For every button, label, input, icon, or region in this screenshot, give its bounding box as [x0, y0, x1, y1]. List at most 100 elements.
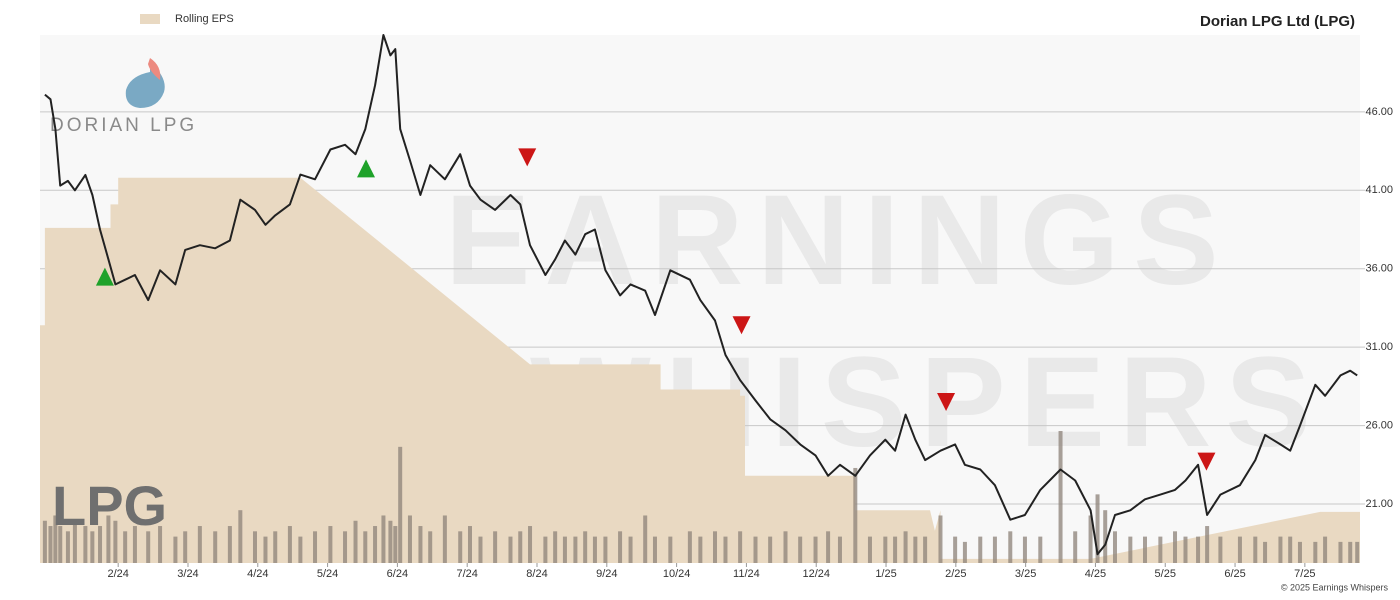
eps-area [40, 177, 1360, 563]
volume-bar [1158, 536, 1163, 563]
volume-bar [738, 531, 743, 563]
volume-bar [583, 531, 588, 563]
x-tick-label: 7/24 [456, 568, 477, 580]
ticker-badge: LPG [52, 474, 167, 537]
volume-bar [146, 531, 151, 563]
volume-bar [227, 526, 232, 563]
volume-bar [723, 536, 728, 563]
volume-bar [353, 520, 358, 563]
volume-bar [713, 531, 718, 563]
x-tick-label: 9/24 [596, 568, 617, 580]
volume-bar [913, 536, 918, 563]
volume-bar [398, 446, 403, 563]
volume-bar [893, 536, 898, 563]
x-tick-label: 3/25 [1015, 568, 1036, 580]
volume-bar [938, 515, 943, 563]
footer: © 2025 Earnings Whispers [1281, 582, 1389, 592]
earnings-marker [1197, 452, 1216, 471]
volume-bar [923, 536, 928, 563]
volume-bar [768, 536, 773, 563]
volume-bar [837, 536, 842, 563]
volume-bar [867, 536, 872, 563]
volume-bar [1058, 431, 1063, 563]
volume-bar [313, 531, 318, 563]
y-tick-label: 26.00 [1365, 419, 1393, 431]
volume-bar [1278, 536, 1283, 563]
volume-bar [826, 531, 831, 563]
y-tick-label: 41.00 [1365, 184, 1393, 196]
logo: DORIAN LPG [50, 58, 197, 136]
volume-bar [962, 541, 967, 563]
volume-bar [1355, 541, 1360, 563]
volume-bar [418, 526, 423, 563]
volume-bar [197, 526, 202, 563]
volume-bar [106, 515, 111, 563]
volume-bar [1237, 536, 1242, 563]
volume-bar [618, 531, 623, 563]
volume-bar [1323, 536, 1328, 563]
volume-bar [798, 536, 803, 563]
volume-bar [458, 531, 463, 563]
volume-bar [407, 515, 412, 563]
volume-bar [1173, 531, 1178, 563]
volume-bar [1288, 536, 1293, 563]
volume-bar [853, 467, 858, 563]
volume-bar [48, 526, 53, 563]
y-tick-label: 31.00 [1365, 341, 1393, 353]
volume-bar [90, 531, 95, 563]
legend-swatch [140, 14, 160, 24]
volume-bar [393, 526, 398, 563]
x-tick-label: 5/24 [317, 568, 338, 580]
volume-bar [1112, 531, 1117, 563]
y-tick-label: 36.00 [1365, 263, 1393, 275]
volume-bar [263, 536, 268, 563]
chart-title: Dorian LPG Ltd (LPG) [1200, 13, 1355, 30]
volume-bar [1253, 536, 1258, 563]
volume-bar [1338, 541, 1343, 563]
volume-bar [1143, 536, 1148, 563]
earnings-marker [356, 159, 375, 178]
x-tick-label: 5/25 [1155, 568, 1176, 580]
volume-bar [883, 536, 888, 563]
x-tick-label: 8/24 [526, 568, 547, 580]
volume-bar [388, 520, 393, 563]
volume-bar [953, 536, 958, 563]
earnings-marker [937, 393, 956, 412]
x-tick-label: 4/24 [247, 568, 268, 580]
x-tick-label: 4/25 [1085, 568, 1106, 580]
volume-bar [65, 531, 70, 563]
x-tick-label: 3/24 [177, 568, 198, 580]
y-tick-label: 46.00 [1365, 106, 1393, 118]
volume-bar [978, 536, 983, 563]
volume-bar [1128, 536, 1133, 563]
volume-bar [543, 536, 548, 563]
volume-bar [123, 531, 128, 563]
x-tick-label: 12/24 [802, 568, 830, 580]
volume-bar [53, 515, 58, 563]
volume-bar [493, 531, 498, 563]
volume-bar [328, 526, 333, 563]
volume-bar [668, 536, 673, 563]
volume-bar [158, 526, 163, 563]
volume-bar [1205, 526, 1210, 563]
volume-bar [1008, 531, 1013, 563]
volume-bar [903, 531, 908, 563]
volume-bar [1313, 541, 1318, 563]
watermark-text: EARNINGS [445, 169, 1233, 312]
earnings-marker [95, 267, 114, 286]
volume-bar [72, 520, 77, 563]
volume-bar [753, 536, 758, 563]
logo-text: DORIAN LPG [50, 115, 197, 136]
volume-bar [1348, 541, 1353, 563]
volume-bar [173, 536, 178, 563]
volume-bar [1095, 494, 1100, 563]
volume-bar [1218, 536, 1223, 563]
volume-bar [363, 531, 368, 563]
y-tick-label: 21.00 [1365, 498, 1393, 510]
volume-bar [83, 526, 88, 563]
volume-bar [687, 531, 692, 563]
volume-bar [643, 515, 648, 563]
price-line [44, 34, 1358, 556]
volume-bar [518, 531, 523, 563]
